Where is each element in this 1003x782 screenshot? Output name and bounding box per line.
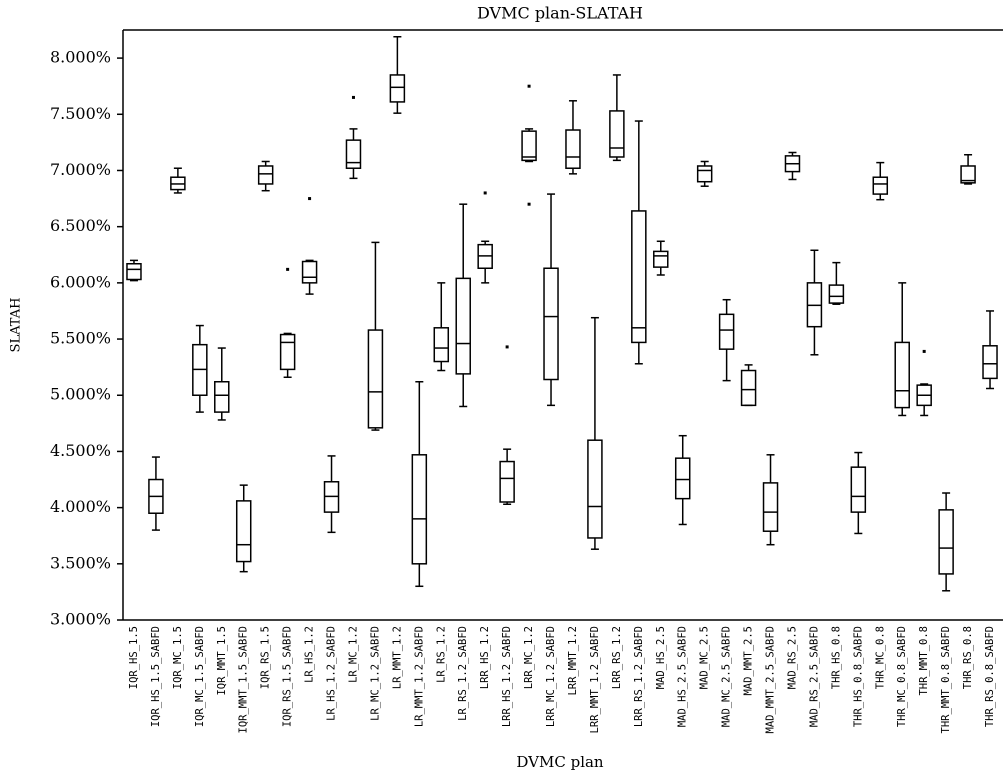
box [214, 381, 230, 413]
box [850, 466, 867, 513]
outlier [505, 345, 509, 349]
box [301, 260, 318, 284]
x-tick-label: THR_RS_0.8_SABFD [984, 626, 996, 727]
box [235, 500, 252, 563]
box [696, 165, 713, 183]
x-tick-label: THR_MC_0.8_SABFD [896, 626, 908, 727]
box [718, 313, 735, 350]
x-tick-label: LRR_MMT_1.2_SABFD [589, 626, 601, 733]
box [982, 345, 998, 380]
box [126, 263, 142, 281]
x-tick-label: LR_HS_1.2 [304, 626, 316, 683]
box [872, 176, 889, 195]
box [257, 165, 274, 185]
box [674, 457, 691, 500]
x-tick-label: LR_MC_1.2 [347, 626, 359, 683]
y-tick-label: 5.000% [50, 385, 111, 404]
box [653, 250, 669, 268]
x-tick-label: LR_MMT_1.2 [391, 626, 403, 689]
x-tick-label: IQR_RS_1.5 [260, 626, 272, 689]
x-tick-label: LRR_MC_1.2_SABFD [545, 626, 557, 727]
y-tick-label: 6.000% [50, 272, 111, 291]
box [938, 509, 954, 575]
y-tick-label: 3.500% [50, 553, 111, 572]
x-tick-label: MAD_MMT_2.5 [743, 626, 755, 696]
x-tick-label: LRR_MMT_1.2 [567, 626, 579, 696]
x-tick-label: THR_MMT_0.8 [918, 626, 930, 696]
x-tick-label: IQR_MC_1.5_SABFD [194, 626, 206, 727]
x-axis-label: DVMC plan [516, 753, 604, 771]
x-tick-label: LR_RS_1.2_SABFD [457, 626, 469, 721]
y-tick-label: 3.000% [50, 610, 111, 629]
x-tick-label: THR_HS_0.8 [830, 626, 842, 689]
box [433, 327, 450, 363]
y-tick-label: 4.500% [50, 441, 111, 460]
outlier [527, 202, 531, 206]
y-tick-label: 7.000% [50, 160, 111, 179]
box [740, 369, 757, 407]
y-tick-label: 6.500% [50, 216, 111, 235]
y-tick-label: 8.000% [50, 48, 111, 67]
x-tick-label: IQR_RS_1.5_SABFD [282, 626, 294, 727]
box [609, 110, 625, 158]
chart-title: DVMC plan-SLATAH [477, 4, 643, 23]
box [762, 482, 779, 532]
outlier [286, 267, 290, 271]
y-tick-label: 4.000% [50, 497, 111, 516]
x-tick-label: LRR_HS_1.2_SABFD [501, 626, 513, 727]
x-tick-label: LRR_MC_1.2 [523, 626, 535, 689]
box [411, 454, 428, 565]
y-tick-label: 5.500% [50, 329, 111, 348]
box [565, 129, 581, 169]
box [543, 267, 559, 381]
box [367, 329, 384, 429]
outlier [922, 349, 926, 353]
x-tick-label: MAD_MC_2.5_SABFD [721, 626, 733, 727]
x-tick-label: IQR_MC_1.5 [172, 626, 184, 689]
x-tick-label: MAD_MC_2.5 [699, 626, 711, 689]
box [455, 277, 471, 375]
box [279, 333, 296, 371]
x-tick-label: IQR_MMT_1.5_SABFD [238, 626, 250, 733]
box [499, 460, 515, 503]
x-tick-label: MAD_MMT_2.5_SABFD [765, 626, 777, 733]
x-tick-label: MAD_HS_2.5_SABFD [677, 626, 689, 727]
x-tick-label: LR_HS_1.2_SABFD [326, 626, 338, 721]
x-tick-label: THR_MMT_0.8_SABFD [940, 626, 952, 733]
box [587, 439, 603, 539]
outlier [308, 197, 312, 201]
y-axis-label: SLATAH [9, 298, 24, 353]
box [521, 130, 537, 162]
x-tick-label: LRR_RS_1.2 [611, 626, 623, 689]
box [389, 74, 406, 103]
x-tick-label: IQR_HS_1.5_SABFD [150, 626, 162, 727]
box [960, 165, 976, 184]
y-tick-label: 7.500% [50, 104, 111, 123]
x-tick-label: MAD_HS_2.5 [655, 626, 667, 689]
box [631, 210, 647, 344]
box [828, 284, 845, 304]
x-tick-label: LRR_RS_1.2_SABFD [633, 626, 645, 727]
x-tick-label: THR_HS_0.8_SABFD [852, 626, 864, 727]
x-tick-label: THR_MC_0.8 [874, 626, 886, 689]
x-tick-label: LR_RS_1.2 [435, 626, 447, 683]
outlier [527, 84, 531, 88]
x-tick-label: MAD_RS_2.5 [786, 626, 798, 689]
outlier [351, 95, 355, 99]
x-tick-label: IQR_MMT_1.5 [216, 626, 228, 696]
box [345, 139, 362, 169]
box [894, 341, 910, 409]
x-tick-label: LRR_HS_1.2 [479, 626, 491, 689]
x-tick-label: IQR_HS_1.5 [128, 626, 140, 689]
x-tick-label: MAD_RS_2.5_SABFD [808, 626, 820, 727]
x-tick-label: LR_MC_1.2_SABFD [369, 626, 381, 721]
outlier [483, 191, 487, 195]
x-tick-label: THR_RS_0.8 [962, 626, 974, 689]
x-tick-label: LR_MMT_1.2_SABFD [413, 626, 425, 727]
